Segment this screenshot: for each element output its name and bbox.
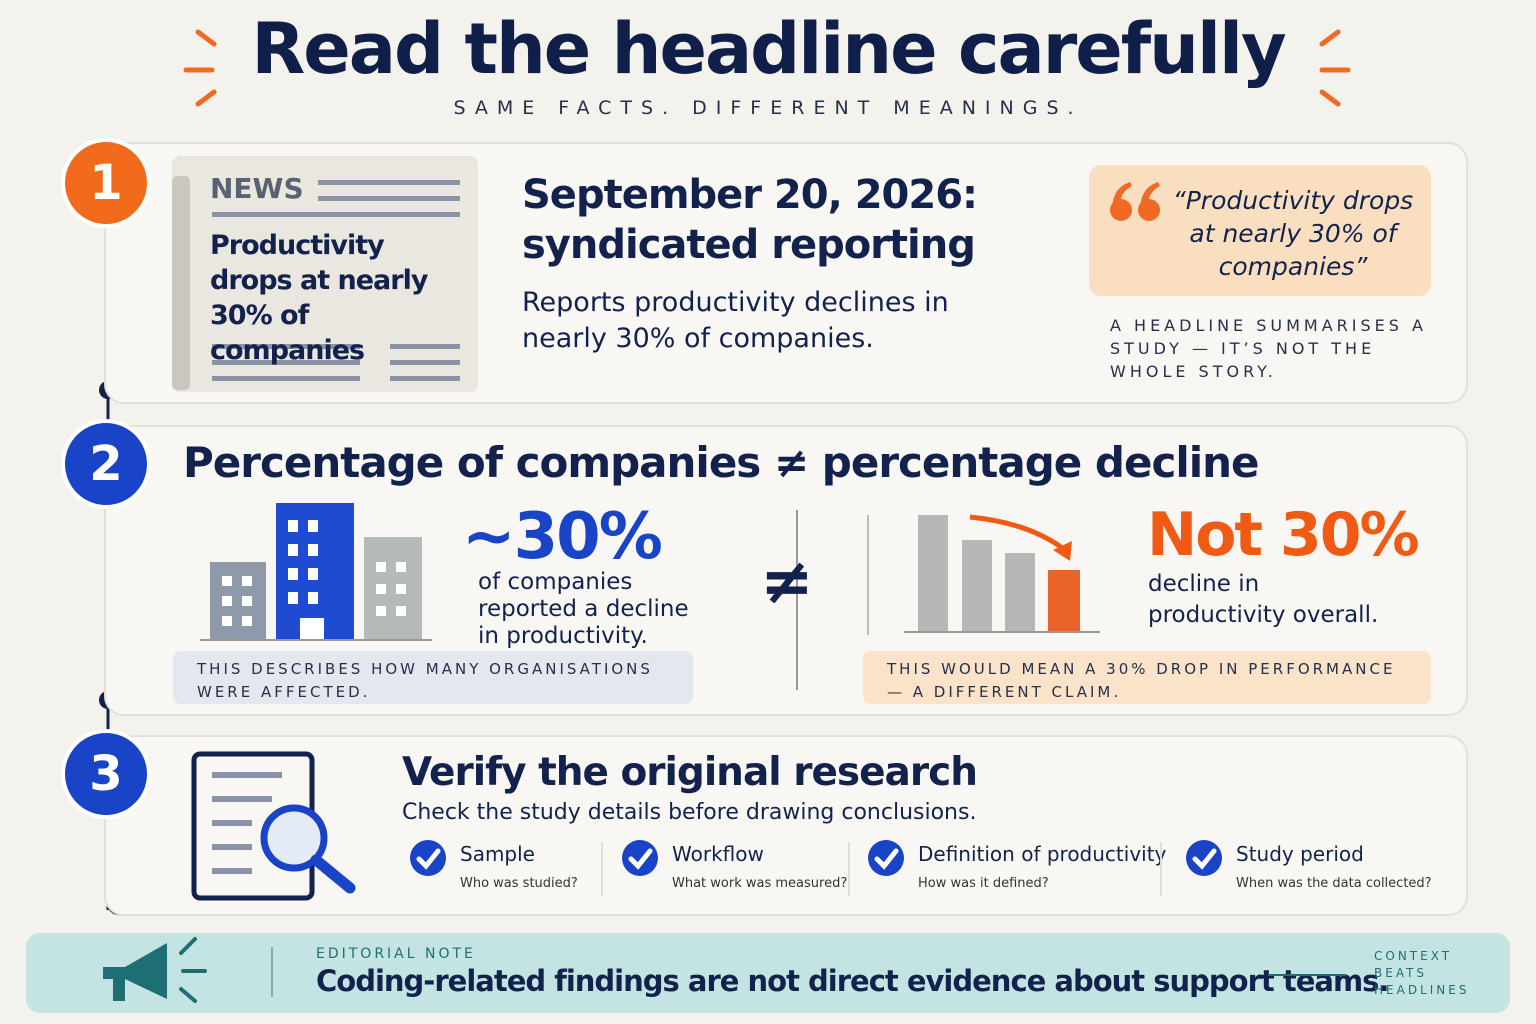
left-figure: ~30% (462, 500, 663, 574)
check-item: Workflow What work was measured? (620, 838, 847, 891)
newspaper (172, 156, 478, 392)
document-icon (191, 751, 356, 901)
symbol: ≠ (760, 545, 814, 619)
heading: September 20, 2026: syndicated reporting (522, 172, 978, 268)
right-figure: Not 30% (1147, 500, 1420, 570)
check-item: Study period When was the data collected? (1184, 838, 1432, 891)
megaphone-icon (103, 937, 207, 1003)
description: Reports productivity declines in nearly … (522, 287, 949, 354)
divider (1160, 842, 1162, 896)
check-icon (410, 840, 446, 876)
check-icon (622, 840, 658, 876)
symbol: ≠ (773, 438, 809, 487)
bars-icon (904, 514, 1100, 633)
footer (26, 933, 1510, 1013)
check-label: Workflow (672, 842, 764, 866)
footer-text: Coding-related findings are not direct e… (316, 964, 1389, 998)
quote-icon (1110, 182, 1160, 221)
description: Check the study details before drawing c… (402, 800, 977, 825)
note: A HEADLINE SUMMARISES A STUDY — IT’S NOT… (1110, 316, 1427, 381)
quote-box (1089, 165, 1431, 296)
heading-left: Percentage of companies (183, 438, 761, 487)
check-question: What work was measured? (672, 876, 848, 891)
divider (601, 842, 603, 896)
buildings-icon (200, 503, 432, 641)
check-question: How was it defined? (918, 876, 1049, 891)
left-text: of companies reported a decline in produ… (478, 569, 689, 649)
divider (867, 515, 869, 635)
footer-side: CONTEXT BEATS HEADLINES (1374, 949, 1470, 997)
check-item: Sample Who was studied? (408, 838, 578, 891)
check-item: Definition of productivity How was it def… (866, 838, 1166, 891)
heading: Percentage of companies ≠ percentage dec… (183, 438, 1260, 487)
heading: Verify the original research (402, 750, 978, 795)
step-number: 2 (61, 419, 151, 509)
divider (796, 510, 798, 690)
divider (848, 842, 850, 896)
left-note: THIS DESCRIBES HOW MANY ORGANISATIONS WE… (173, 651, 693, 704)
title: Read the headline carefully (251, 8, 1286, 90)
right-note: THIS WOULD MEAN A 30% DROP IN PERFORMANC… (863, 651, 1431, 704)
check-question: When was the data collected? (1236, 876, 1432, 891)
check-icon (1186, 840, 1222, 876)
news-label: NEWS (210, 172, 304, 205)
check-label: Study period (1236, 842, 1364, 866)
card (104, 735, 1468, 916)
check-label: Sample (460, 842, 535, 866)
check-icon (868, 840, 904, 876)
right-text: decline in productivity overall. (1148, 571, 1379, 628)
divider (271, 947, 273, 997)
news-headline: Productivity drops at nearly 30% of comp… (210, 230, 428, 366)
heading-right: percentage decline (821, 438, 1260, 487)
step-number: 1 (61, 138, 151, 228)
check-question: Who was studied? (460, 876, 578, 891)
step-number: 3 (61, 729, 151, 819)
footer-label: EDITORIAL NOTE (316, 946, 476, 962)
check-label: Definition of productivity (918, 842, 1167, 866)
rule (1268, 974, 1346, 976)
quote: “Productivity drops at nearly 30% of com… (1172, 186, 1414, 281)
subtitle: SAME FACTS. DIFFERENT MEANINGS. (453, 97, 1083, 119)
